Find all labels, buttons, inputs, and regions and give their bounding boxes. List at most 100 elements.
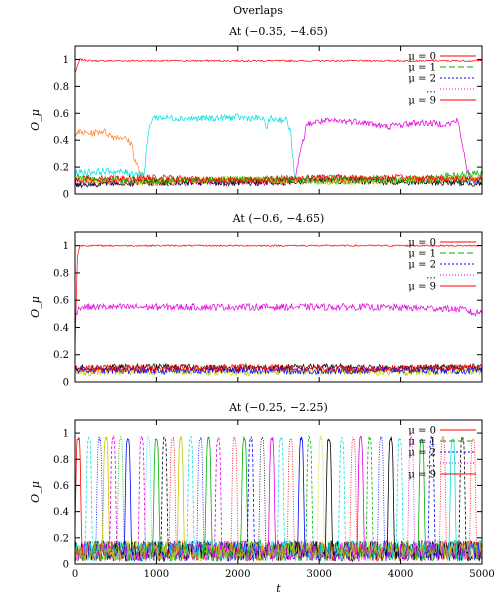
legend-label: μ = 1 <box>408 437 436 448</box>
y-tick-label: 0 <box>63 560 69 571</box>
spike-0 <box>75 437 85 556</box>
legend-label: μ = 0 <box>408 426 436 437</box>
x-tick-label: 0 <box>72 569 78 580</box>
panel-title: At (−0.6, −4.65) <box>232 212 325 225</box>
legend-label: μ = 2 <box>408 448 436 459</box>
legend-label: μ = 0 <box>408 238 436 249</box>
y-tick-label: 0.2 <box>53 350 69 361</box>
spike-11 <box>166 437 179 556</box>
plot-frame <box>74 45 483 195</box>
legend-label: μ = 9 <box>408 282 436 293</box>
plot-area <box>75 244 482 377</box>
x-tick-label: 5000 <box>469 569 494 580</box>
series-1 <box>75 128 482 185</box>
panel-2: At (−0.6, −4.65)00.20.40.60.81O_μμ = 0μ … <box>29 212 483 389</box>
spike-37 <box>425 435 438 557</box>
panel-title: At (−0.35, −4.65) <box>228 25 328 38</box>
plot-frame <box>74 419 483 565</box>
y-tick-label: 0.6 <box>53 481 69 492</box>
y-tick-label: 0.2 <box>53 163 69 174</box>
spike-31 <box>363 436 376 556</box>
y-tick-label: 1 <box>63 55 69 66</box>
spike-4 <box>107 435 120 556</box>
x-tick-label: 2000 <box>225 569 250 580</box>
legend-label: … <box>426 85 436 96</box>
y-tick-label: 0.8 <box>53 82 69 93</box>
spike-41 <box>466 438 480 557</box>
y-tick-label: 0.4 <box>53 136 69 147</box>
y-tick-label: 0.8 <box>53 268 69 279</box>
spike-7 <box>135 435 148 556</box>
series-5 <box>75 173 482 187</box>
series-3 <box>75 117 482 188</box>
spike-21 <box>265 437 279 557</box>
spike-17 <box>228 436 241 555</box>
y-tick-label: 0 <box>63 190 69 201</box>
spike-29 <box>347 437 360 555</box>
y-axis-label: O_μ <box>29 481 42 503</box>
spike-34 <box>393 436 406 556</box>
y-tick-label: 1 <box>63 429 69 440</box>
panel-title: At (−0.25, −2.25) <box>228 401 328 414</box>
spike-18 <box>238 435 251 556</box>
plot-area <box>75 58 482 189</box>
spike-39 <box>446 438 459 556</box>
spike-27 <box>322 438 335 556</box>
x-tick-label: 1000 <box>144 569 169 580</box>
legend-label: μ = 1 <box>408 249 436 260</box>
x-tick-label: 4000 <box>388 569 413 580</box>
spike-14 <box>194 437 207 555</box>
spike-33 <box>384 436 397 557</box>
spike-15 <box>202 436 215 556</box>
spike-9 <box>150 438 163 555</box>
spike-23 <box>285 437 297 557</box>
panel-1: At (−0.35, −4.65)00.20.40.60.81O_μμ = 0μ… <box>29 25 483 201</box>
y-tick-label: 0.6 <box>53 109 69 120</box>
spike-38 <box>436 436 449 556</box>
spike-22 <box>274 436 287 557</box>
series-2 <box>75 113 482 186</box>
spike-16 <box>212 437 225 557</box>
x-axis-label: t <box>276 582 281 595</box>
legend-label: μ = 9 <box>408 96 436 107</box>
series-mu0 <box>75 58 482 73</box>
spike-25 <box>303 435 316 556</box>
legend-label: μ = 0 <box>408 52 436 63</box>
series-1 <box>75 302 482 317</box>
plot-area <box>75 435 482 563</box>
series-7 <box>75 173 482 185</box>
y-tick-label: 0.4 <box>53 507 69 518</box>
y-axis-label: O_μ <box>29 109 42 131</box>
legend-label: μ = 1 <box>408 63 436 74</box>
legend-label: μ = 9 <box>408 470 436 481</box>
plot-frame <box>74 231 483 383</box>
spike-36 <box>415 438 428 556</box>
legend: μ = 0μ = 1μ = 2…μ = 9 <box>408 426 476 481</box>
spike-1 <box>82 436 95 556</box>
spike-10 <box>158 436 171 556</box>
legend-label: μ = 2 <box>408 260 436 271</box>
spike-6 <box>121 438 134 556</box>
y-tick-label: 0.6 <box>53 296 69 307</box>
spike-20 <box>256 436 269 557</box>
panel-3: At (−0.25, −2.25) 0 0.2 0.4 0.6 0.8 1 0 1000 2000… <box>29 401 495 595</box>
spike-24 <box>295 436 308 556</box>
y-tick-label: 0.4 <box>53 323 69 334</box>
panels-group: At (−0.35, −4.65)00.20.40.60.81O_μμ = 0μ… <box>29 25 495 595</box>
spike-32 <box>375 436 388 556</box>
legend-label: … <box>426 271 436 282</box>
legend: μ = 0μ = 1μ = 2…μ = 9 <box>408 52 476 107</box>
y-tick-label: 0.8 <box>53 455 69 466</box>
spike-26 <box>315 435 327 556</box>
legend-label: μ = 2 <box>408 74 436 85</box>
legend-label: … <box>426 459 436 470</box>
legend: μ = 0μ = 1μ = 2…μ = 9 <box>408 238 476 293</box>
y-axis-label: O_μ <box>29 296 42 318</box>
series-5 <box>75 362 482 373</box>
series-mu0 <box>75 244 482 349</box>
y-tick-label: 0.2 <box>53 533 69 544</box>
y-tick-label: 0 <box>63 378 69 389</box>
figure-title: Overlaps <box>233 4 283 17</box>
y-tick-label: 1 <box>63 241 69 252</box>
